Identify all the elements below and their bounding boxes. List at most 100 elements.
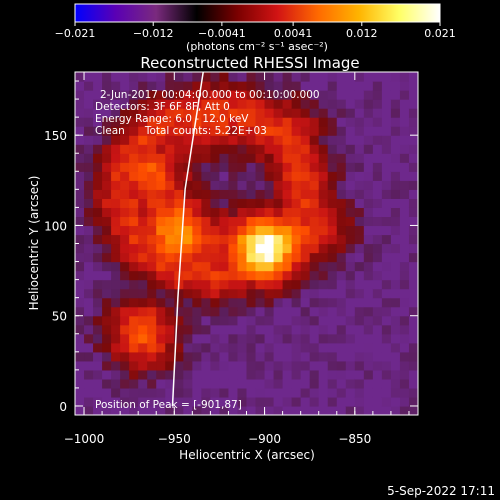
heatmap-cell [408,90,418,100]
heatmap-cell [120,144,130,154]
heatmap-cell [84,162,94,172]
heatmap-cell [228,252,239,263]
heatmap-cell [174,351,184,362]
heatmap-cell [93,153,103,163]
heatmap-cell [309,360,320,371]
heatmap-cell [309,297,320,308]
heatmap-cell [246,144,257,154]
heatmap-cell [84,396,94,407]
heatmap-cell [102,279,112,290]
heatmap-cell [84,144,94,154]
heatmap-cell [138,261,148,272]
heatmap-cell [183,369,193,380]
heatmap-cell [327,306,338,317]
heatmap-cell [210,252,221,263]
heatmap-cell [111,396,121,407]
heatmap-cell [318,234,329,245]
heatmap-cell [138,360,148,371]
heatmap-cell [408,315,418,326]
heatmap-cell [219,243,230,254]
heatmap-cell [228,126,239,136]
heatmap-cell [372,216,383,227]
heatmap-cell [120,81,130,91]
heatmap-cell [291,342,302,353]
heatmap-cell [138,144,148,154]
heatmap-cell [129,306,139,317]
heatmap-cell [174,72,184,82]
heatmap-cell [111,333,121,344]
heatmap-cell [129,198,139,208]
heatmap-cell [210,144,221,154]
heatmap-cell [273,216,284,227]
heatmap-cell [111,180,121,190]
heatmap-cell [84,81,94,91]
heatmap-cell [273,342,284,353]
heatmap-cell [192,378,202,389]
heatmap-cell [390,261,401,272]
heatmap-cell [282,405,293,415]
heatmap-cell [363,144,374,154]
heatmap-cell [309,198,320,208]
heatmap-cell [354,324,365,335]
heatmap-cell [291,198,302,208]
heatmap-cell [246,126,257,136]
heatmap-cell [102,405,112,415]
heatmap-cell [120,351,130,362]
heatmap-cell [102,387,112,398]
heatmap-cell [228,306,239,317]
heatmap-cell [264,351,275,362]
heatmap-cell [219,198,230,208]
heatmap-cell [291,126,302,136]
heatmap-cell [75,108,85,118]
heatmap-cell [93,288,103,299]
heatmap-cell [84,261,94,272]
heatmap-cell [408,243,418,254]
heatmap-cell [192,234,202,245]
heatmap-cell [246,360,257,371]
heatmap-cell [345,252,356,263]
heatmap-cell [327,189,338,199]
heatmap-cell [147,279,157,290]
heatmap-cell [201,387,211,398]
heatmap-cell [102,189,112,199]
heatmap-cell [309,252,320,263]
heatmap-cell [210,189,221,199]
heatmap-cell [156,108,166,118]
heatmap-cell [111,324,121,335]
y-tick-label: 150 [44,129,67,143]
heatmap-cell [165,279,175,290]
heatmap-cell [390,396,401,407]
heatmap-cell [408,351,418,362]
heatmap-cell [102,261,112,272]
heatmap-cell [372,351,383,362]
heatmap-cell [291,180,302,190]
heatmap-cell [228,225,239,236]
heatmap-cell [246,162,257,172]
heatmap-cell [372,324,383,335]
heatmap-cell [282,252,293,263]
heatmap-cell [102,252,112,263]
heatmap-cell [336,126,347,136]
heatmap-cell [138,135,148,145]
heatmap-cell [75,270,85,281]
heatmap-cell [399,216,410,227]
heatmap-cell [390,207,401,218]
heatmap-cell [273,180,284,190]
heatmap-cell [363,342,374,353]
heatmap-cell [75,306,85,317]
heatmap-cell [165,225,175,236]
heatmap-cell [381,189,392,199]
heatmap-cell [381,315,392,326]
heatmap-cell [219,333,230,344]
heatmap-cell [84,333,94,344]
heatmap-cell [201,162,211,172]
heatmap-cell [138,153,148,163]
heatmap-cell [282,306,293,317]
heatmap-cell [408,117,418,127]
heatmap-image [75,72,418,415]
heatmap-cell [237,324,248,335]
heatmap-cell [129,117,139,127]
heatmap-cell [165,315,175,326]
heatmap-cell [399,162,410,172]
heatmap-cell [327,252,338,263]
